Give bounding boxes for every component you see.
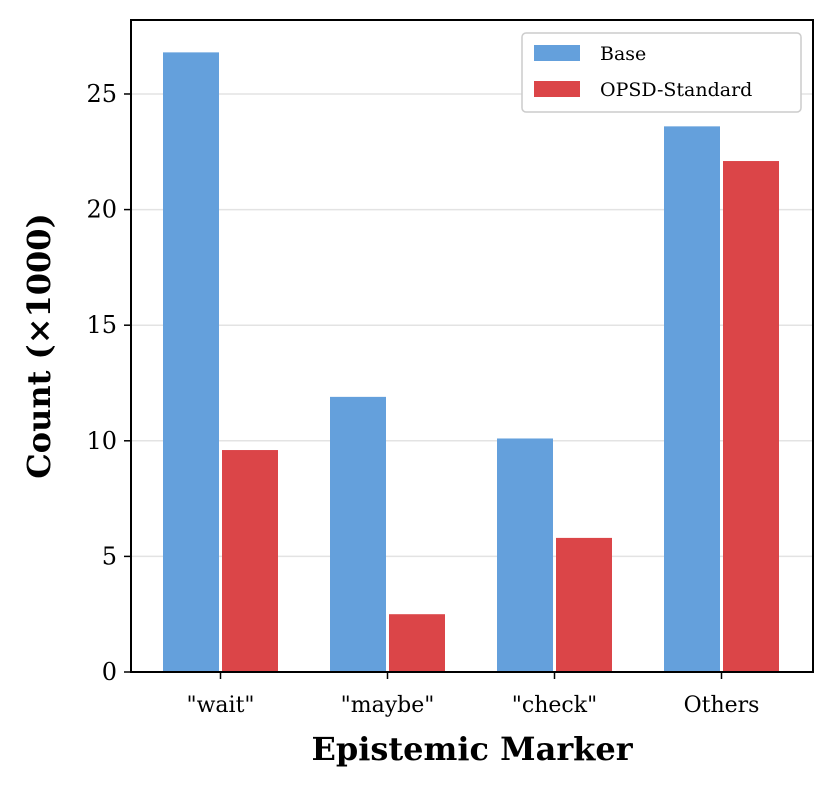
y-tick-label: 15 [86, 311, 117, 339]
x-tick-label: Others [684, 693, 760, 718]
x-tick-label: "maybe" [341, 693, 435, 718]
bar-opsd-standard [222, 450, 278, 672]
bar-base [664, 126, 720, 672]
bar-opsd-standard [723, 161, 779, 672]
x-axis-title: Epistemic Marker [311, 730, 633, 768]
bar-base [163, 52, 219, 673]
plot-frame [130, 19, 814, 673]
bars [163, 52, 779, 673]
legend-box [521, 32, 802, 113]
bar-opsd-standard [556, 537, 612, 672]
x-tick-label: "check" [512, 693, 597, 718]
y-axis: 0 5 10 15 20 25 [86, 80, 131, 686]
x-tick-label: "wait" [186, 693, 254, 718]
x-axis: "wait" "maybe" "check" Others [186, 672, 759, 718]
y-tick-label: 25 [86, 80, 117, 108]
bar-base [497, 438, 553, 672]
y-tick-label: 20 [86, 196, 117, 224]
y-axis-title: Count (×1000) [20, 213, 58, 478]
y-tick-label: 5 [102, 542, 117, 570]
bar-opsd-standard [389, 614, 445, 672]
legend-swatch [534, 81, 580, 97]
y-tick-label: 10 [86, 427, 117, 455]
bar-base [330, 396, 386, 672]
legend-label: Base [600, 43, 646, 65]
legend-swatch [534, 45, 580, 61]
y-tick-label: 0 [102, 658, 117, 686]
legend-label: OPSD-Standard [600, 79, 752, 101]
legend: Base OPSD-Standard [521, 32, 802, 113]
